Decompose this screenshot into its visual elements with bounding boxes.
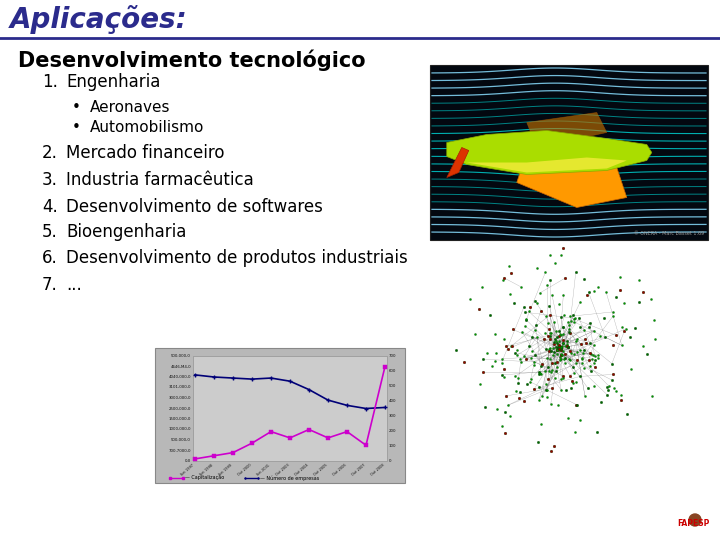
Text: Aplicações:: Aplicações: [10,5,188,35]
Text: © ONERA - Marc Basset 1.69: © ONERA - Marc Basset 1.69 [634,231,704,236]
Text: — Número de empresas: — Número de empresas [260,475,319,481]
Text: ...: ... [66,276,82,294]
Text: 1000,000,0: 1000,000,0 [168,428,191,431]
Text: 4040,000,0: 4040,000,0 [168,375,191,379]
Polygon shape [527,112,607,147]
Text: •: • [72,120,81,136]
Text: Desenvolvimento de softwares: Desenvolvimento de softwares [66,198,323,216]
Polygon shape [517,152,626,207]
Text: Set 1998: Set 1998 [199,463,214,476]
Text: 2.: 2. [42,144,58,162]
Text: 300: 300 [389,414,397,418]
Text: 1500,000,0: 1500,000,0 [168,417,191,421]
Text: Mercado financeiro: Mercado financeiro [66,144,225,162]
Polygon shape [446,147,469,178]
Text: Engenharia: Engenharia [66,73,161,91]
Text: FAPESP: FAPESP [678,519,710,528]
Text: Bioengenharia: Bioengenharia [66,223,186,241]
Text: 4.: 4. [42,198,58,216]
Text: Industria farmacêutica: Industria farmacêutica [66,171,253,189]
Text: 7.: 7. [42,276,58,294]
Text: Set 1999: Set 1999 [218,463,233,476]
Text: 200: 200 [389,429,397,433]
Text: 700: 700 [389,354,397,358]
Text: Desenvolvimento de produtos industriais: Desenvolvimento de produtos industriais [66,249,408,267]
Text: 100: 100 [389,444,397,448]
FancyBboxPatch shape [420,245,710,460]
Text: 500,000,0: 500,000,0 [171,354,191,358]
Text: 3000,000,0: 3000,000,0 [168,396,191,400]
Text: Out 2003: Out 2003 [275,463,290,477]
Polygon shape [467,158,626,172]
Text: Out 2007: Out 2007 [351,463,366,477]
Text: 600: 600 [389,369,397,373]
Text: 0: 0 [389,459,392,463]
Text: Automobilismo: Automobilismo [90,120,204,136]
Text: Out 2004: Out 2004 [294,463,309,477]
Text: 0,0: 0,0 [185,459,191,463]
Text: 3101,000,0: 3101,000,0 [168,386,191,389]
Text: 500,000,0: 500,000,0 [171,438,191,442]
Text: Out 2008: Out 2008 [369,463,385,477]
FancyBboxPatch shape [193,356,387,461]
Text: 1.: 1. [42,73,58,91]
Text: 6.: 6. [42,249,58,267]
Text: Set 2001: Set 2001 [256,463,271,476]
Text: Aeronaves: Aeronaves [90,100,171,116]
Circle shape [689,514,701,526]
Text: 500: 500 [389,384,397,388]
Polygon shape [446,131,652,174]
Text: Desenvolvimento tecnológico: Desenvolvimento tecnológico [18,49,366,71]
Text: 4646,M4,0: 4646,M4,0 [171,364,191,368]
Text: 2500,000,0: 2500,000,0 [168,407,191,410]
Text: Out 2006: Out 2006 [332,463,347,477]
Text: 700,7000,0: 700,7000,0 [168,449,191,453]
FancyBboxPatch shape [155,348,405,483]
Text: Set 1997: Set 1997 [180,463,195,476]
Text: 5.: 5. [42,223,58,241]
Text: Out 2005: Out 2005 [312,463,328,477]
Text: 3.: 3. [42,171,58,189]
FancyBboxPatch shape [430,65,708,240]
Text: — Capitalização: — Capitalização [185,476,224,481]
Text: •: • [72,100,81,116]
Text: 400: 400 [389,399,397,403]
Text: Out 2000: Out 2000 [237,463,252,477]
